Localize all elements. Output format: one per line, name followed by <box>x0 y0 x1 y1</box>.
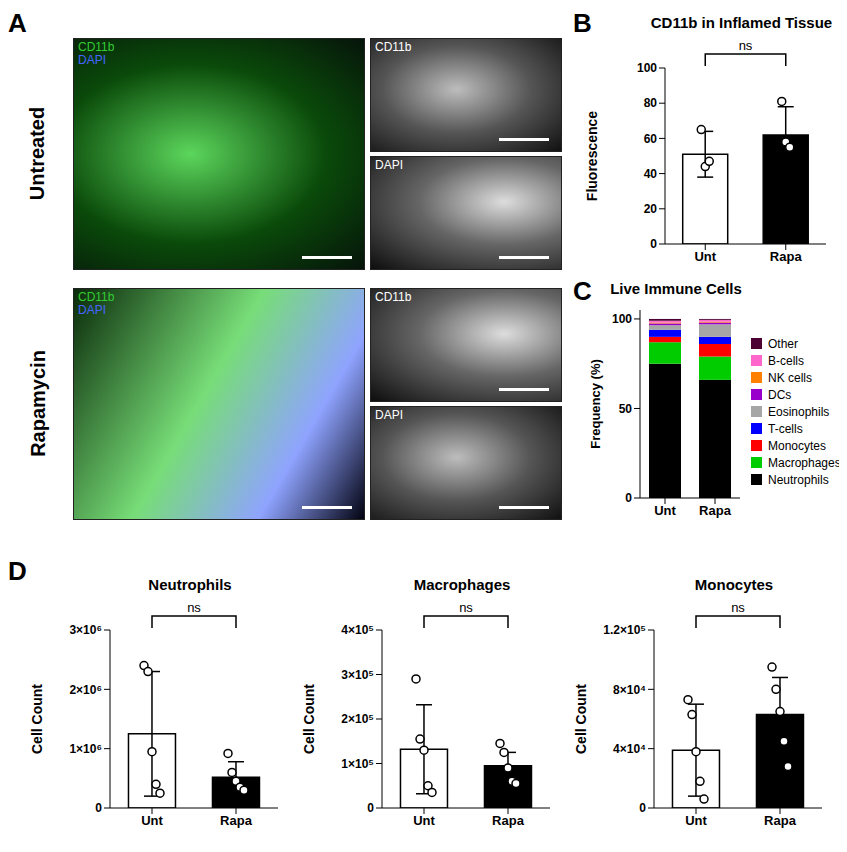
html-text:A: A <box>8 8 27 38</box>
html-text:CD11b: CD11b <box>375 290 412 304</box>
svg-text:Cell Count: Cell Count <box>573 684 589 754</box>
html-text:Monocytes: Monocytes <box>768 438 826 453</box>
html-text:CD11b: CD11b <box>78 290 115 304</box>
svg-text:0: 0 <box>639 801 646 815</box>
svg-text:Unt: Unt <box>654 503 676 518</box>
html-text:DAPI: DAPI <box>78 53 106 67</box>
html-text:Untreated: Untreated <box>26 106 49 200</box>
html-text:Other: Other <box>768 336 798 351</box>
html-text:B: B <box>573 8 592 38</box>
svg-text:0: 0 <box>650 237 657 251</box>
svg-text:Cell Count: Cell Count <box>29 684 45 754</box>
svg-text:Cell Count: Cell Count <box>301 684 317 754</box>
svg-text:Rapa: Rapa <box>699 503 732 518</box>
svg-text:8×10⁴: 8×10⁴ <box>613 683 646 697</box>
svg-text:4×10⁵: 4×10⁵ <box>341 623 374 637</box>
html-text:Eosinophils: Eosinophils <box>768 404 830 419</box>
svg-text:4×10⁴: 4×10⁴ <box>613 742 646 756</box>
svg-text:1.2×10⁵: 1.2×10⁵ <box>603 623 646 637</box>
svg-text:50: 50 <box>619 402 633 416</box>
svg-text:Rapa: Rapa <box>770 249 803 264</box>
svg-text:2×10⁵: 2×10⁵ <box>341 712 374 726</box>
svg-text:100: 100 <box>612 312 632 326</box>
svg-text:Frequency (%): Frequency (%) <box>588 359 603 449</box>
html-text:B-cells: B-cells <box>768 353 804 368</box>
html-text:CD11b: CD11b <box>375 40 412 54</box>
svg-text:Rapa: Rapa <box>220 813 253 828</box>
html-text:NK cells: NK cells <box>768 370 812 385</box>
svg-text:Rapa: Rapa <box>492 813 525 828</box>
html-text:Macrophages: Macrophages <box>413 576 511 593</box>
html-text:CD11b in Inflamed Tissue: CD11b in Inflamed Tissue <box>650 14 833 31</box>
html-text:Rapamycin: Rapamycin <box>26 349 49 457</box>
svg-text:Unt: Unt <box>413 813 435 828</box>
svg-text:0: 0 <box>95 801 102 815</box>
html-text:C: C <box>573 276 592 306</box>
svg-text:ns: ns <box>459 600 473 615</box>
html-text:CD11b: CD11b <box>78 40 115 54</box>
svg-text:100: 100 <box>637 61 657 75</box>
svg-text:0: 0 <box>625 491 632 505</box>
html-text:D: D <box>8 556 27 586</box>
html-text:Neutrophils: Neutrophils <box>148 576 232 593</box>
svg-text:80: 80 <box>644 96 658 110</box>
svg-text:Unt: Unt <box>694 249 716 264</box>
svg-text:60: 60 <box>644 132 658 146</box>
svg-text:Unt: Unt <box>685 813 707 828</box>
html-text:DAPI: DAPI <box>78 303 106 317</box>
svg-text:3×10⁵: 3×10⁵ <box>341 668 374 682</box>
svg-text:ns: ns <box>187 600 201 615</box>
svg-text:1×10⁵: 1×10⁵ <box>341 757 374 771</box>
svg-text:20: 20 <box>644 202 658 216</box>
svg-text:3×10⁶: 3×10⁶ <box>69 623 102 637</box>
svg-text:Unt: Unt <box>141 813 163 828</box>
svg-text:40: 40 <box>644 167 658 181</box>
html-text:DAPI: DAPI <box>375 408 403 422</box>
html-text:Neutrophils: Neutrophils <box>768 472 829 487</box>
svg-text:ns: ns <box>731 600 745 615</box>
html-text:DCs: DCs <box>768 387 792 402</box>
html-text:T-cells: T-cells <box>768 421 803 436</box>
svg-text:Fluorescence: Fluorescence <box>584 111 600 201</box>
html-text:DAPI: DAPI <box>375 158 403 172</box>
html-text:Monocytes: Monocytes <box>694 576 774 593</box>
svg-text:0: 0 <box>367 801 374 815</box>
svg-text:2×10⁶: 2×10⁶ <box>69 683 102 697</box>
svg-text:Rapa: Rapa <box>764 813 797 828</box>
html-text:Live Immune Cells: Live Immune Cells <box>610 280 742 297</box>
svg-text:1×10⁶: 1×10⁶ <box>69 742 102 756</box>
svg-text:ns: ns <box>739 38 753 53</box>
